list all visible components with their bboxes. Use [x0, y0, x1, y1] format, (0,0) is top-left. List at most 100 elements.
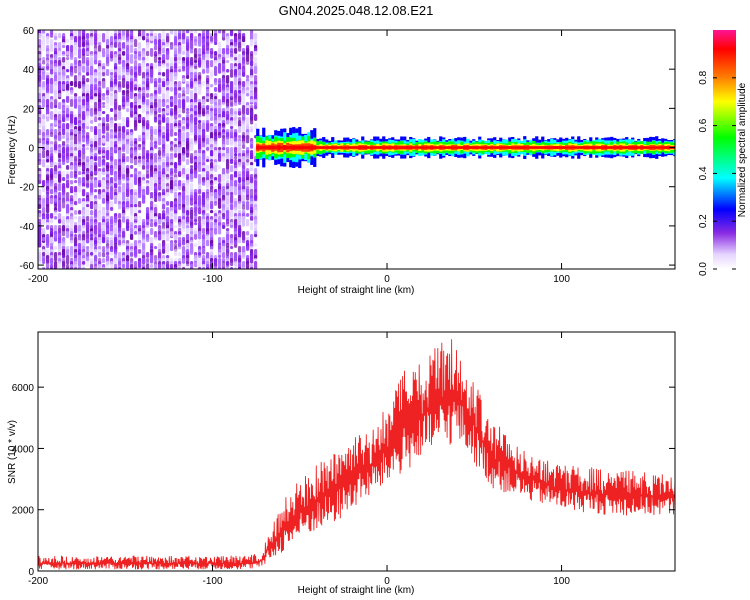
noise-cell	[250, 117, 254, 125]
noise-cell	[110, 264, 114, 269]
noise-cell	[58, 93, 62, 98]
noise-cell	[98, 111, 102, 118]
noise-cell	[186, 228, 190, 236]
noise-cell	[126, 156, 130, 163]
noise-cell	[110, 156, 114, 161]
band-cell	[358, 146, 362, 149]
noise-cell	[38, 129, 42, 136]
noise-cell	[182, 228, 186, 232]
noise-cell	[66, 114, 70, 118]
noise-cell	[114, 183, 118, 189]
band-cell	[637, 146, 641, 149]
noise-cell	[122, 36, 126, 41]
noise-cell	[86, 72, 90, 76]
noise-cell	[74, 117, 78, 126]
noise-cell	[122, 126, 126, 133]
noise-cell	[202, 120, 206, 124]
noise-cell	[182, 198, 186, 207]
noise-cell	[158, 51, 162, 55]
noise-cell	[214, 87, 218, 92]
noise-cell	[38, 261, 42, 265]
noise-cell	[74, 129, 78, 135]
noise-cell	[234, 186, 238, 196]
noise-cell	[110, 132, 114, 136]
noise-cell	[114, 102, 118, 110]
noise-cell	[214, 165, 218, 172]
noise-cell	[58, 252, 62, 257]
noise-cell	[58, 198, 62, 206]
band-cell	[610, 146, 614, 149]
noise-cell	[150, 222, 154, 228]
noise-cell	[78, 165, 82, 169]
noise-cell	[102, 111, 106, 115]
band-cell	[325, 146, 329, 149]
noise-cell	[190, 246, 194, 255]
noise-cell	[74, 75, 78, 82]
noise-cell	[186, 96, 190, 103]
noise-cell	[154, 231, 158, 240]
noise-cell	[130, 228, 134, 236]
noise-cell	[250, 243, 254, 247]
noise-cell	[234, 45, 238, 49]
noise-cell	[142, 258, 146, 264]
noise-cell	[238, 126, 242, 134]
noise-cell	[214, 108, 218, 116]
noise-cell	[190, 231, 194, 235]
noise-cell	[90, 141, 94, 145]
noise-cell	[110, 96, 114, 106]
band-cell	[556, 146, 560, 149]
noise-cell	[138, 231, 142, 235]
noise-cell	[198, 174, 202, 185]
noise-cell	[238, 237, 242, 244]
noise-cell	[134, 204, 138, 208]
noise-cell	[134, 39, 138, 48]
noise-cell	[78, 198, 82, 204]
noise-cell	[178, 243, 182, 248]
noise-cell	[242, 39, 246, 43]
noise-cell	[122, 132, 126, 140]
noise-cell	[110, 237, 114, 241]
noise-cell	[118, 105, 122, 111]
band-cell	[538, 146, 542, 149]
noise-cell	[86, 111, 90, 119]
noise-cell	[82, 180, 86, 184]
noise-cell	[58, 144, 62, 148]
noise-cell	[50, 84, 54, 94]
colorbar: 0.0 0.2 0.4 0.6 0.8 Normalized spectral ampl…	[698, 30, 748, 276]
noise-cell	[214, 201, 218, 207]
band-cell	[607, 146, 611, 149]
noise-cell	[134, 177, 138, 186]
noise-cell	[46, 93, 50, 102]
noise-cell	[98, 192, 102, 200]
noise-cell	[98, 33, 102, 37]
noise-cell	[106, 165, 110, 172]
noise-cell	[206, 147, 210, 151]
noise-cell	[66, 117, 70, 122]
noise-cell	[118, 261, 122, 269]
band-cell	[631, 146, 635, 149]
noise-cell	[130, 105, 134, 113]
noise-cell	[154, 267, 158, 269]
noise-cell	[46, 114, 50, 118]
noise-cell	[58, 192, 62, 200]
noise-cell	[102, 183, 106, 187]
noise-cell	[66, 156, 70, 164]
noise-cell	[162, 201, 166, 205]
noise-cell	[62, 216, 66, 220]
noise-cell	[82, 201, 86, 210]
noise-cell	[102, 168, 106, 172]
snr-y-axis: 0 2000 4000 6000	[12, 383, 675, 578]
colorbar-label: Normalized spectral amplitude	[737, 82, 748, 217]
noise-cell	[226, 60, 230, 64]
noise-cell	[234, 150, 238, 154]
noise-cell	[70, 81, 74, 87]
noise-cell	[154, 153, 158, 164]
noise-cell	[138, 228, 142, 232]
noise-cell	[174, 132, 178, 136]
noise-cell	[166, 177, 170, 184]
noise-cell	[238, 120, 242, 128]
noise-cell	[70, 210, 74, 214]
noise-cell	[118, 204, 122, 210]
noise-cell	[62, 261, 66, 269]
noise-cell	[206, 66, 210, 74]
